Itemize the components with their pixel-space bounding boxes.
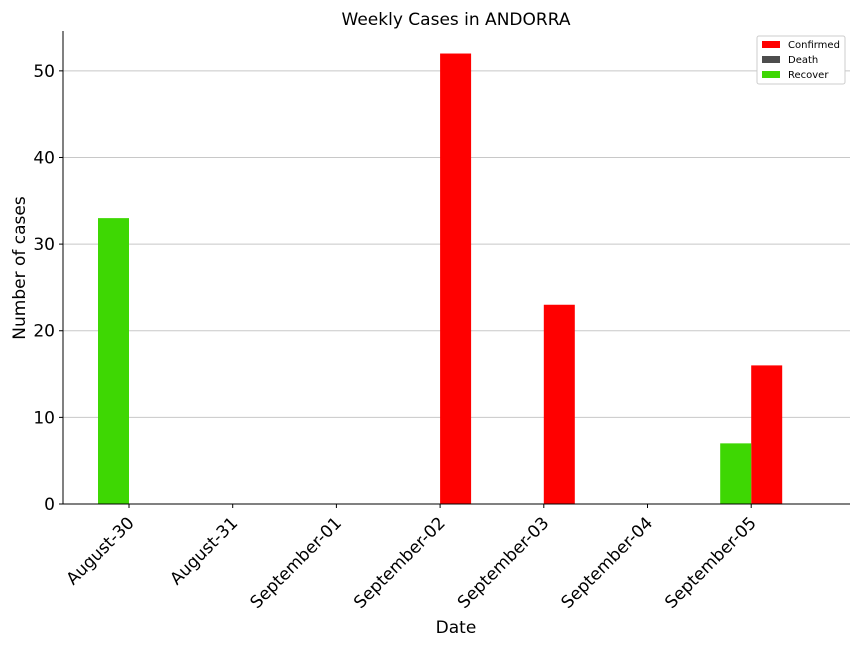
bar-confirmed-september-02 xyxy=(440,53,472,505)
x-tick-label: September-01 xyxy=(246,513,345,612)
chart-title: Weekly Cases in ANDORRA xyxy=(342,10,571,30)
legend-label-recover: Recover xyxy=(788,70,829,81)
x-axis-label: Date xyxy=(436,618,477,638)
legend-swatch-recover xyxy=(762,71,780,78)
x-tick-label: August-31 xyxy=(166,513,242,589)
legend-label-death: Death xyxy=(788,55,818,66)
x-axis-ticks: August-30 August-31 September-01 September-… xyxy=(63,504,761,613)
bar-recover-august-30 xyxy=(98,218,129,504)
bar-confirmed-september-05 xyxy=(751,365,783,504)
x-tick-label: September-03 xyxy=(454,513,553,612)
x-tick-label: September-04 xyxy=(558,513,657,612)
bars xyxy=(98,53,783,505)
x-tick-label: September-02 xyxy=(350,513,449,612)
legend-label-confirmed: Confirmed xyxy=(788,40,840,51)
y-tick-label: 30 xyxy=(33,235,55,255)
legend-swatch-confirmed xyxy=(762,41,780,48)
y-axis-ticks: 0 10 20 30 40 50 xyxy=(33,62,63,515)
x-tick-label: August-30 xyxy=(63,513,139,589)
y-tick-label: 0 xyxy=(44,495,55,515)
x-tick-label: September-05 xyxy=(661,513,760,612)
y-tick-label: 40 xyxy=(33,148,55,168)
y-tick-label: 20 xyxy=(33,322,55,342)
y-tick-label: 50 xyxy=(33,62,55,82)
axes xyxy=(62,31,850,505)
bar-confirmed-september-03 xyxy=(543,304,575,504)
legend: Confirmed Death Recover xyxy=(756,35,846,85)
y-tick-label: 10 xyxy=(33,408,55,428)
y-axis-label: Number of cases xyxy=(10,196,30,340)
bar-recover-september-05 xyxy=(720,443,752,504)
legend-swatch-death xyxy=(762,56,780,63)
